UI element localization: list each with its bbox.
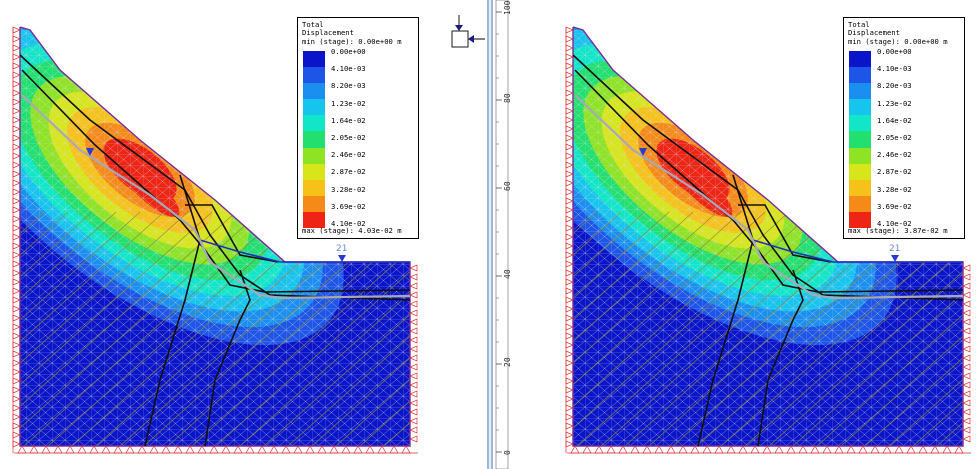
ruler-tick-label: 100 <box>503 0 512 15</box>
water-level-icon[interactable] <box>338 255 346 262</box>
water-table-line <box>199 239 410 263</box>
legend-swatch <box>303 195 325 212</box>
vertical-ruler: 100 80 60 40 20 0 <box>487 0 512 469</box>
legend-swatch <box>303 131 325 148</box>
legend-value-label: 1.23e-02 <box>331 98 366 108</box>
legend-value-label: 8.20e-03 <box>331 81 366 91</box>
legend-title: Total Displacement min (stage): 0.00e+00… <box>848 20 948 46</box>
piezometric-line <box>574 94 964 300</box>
legend-value-label: 2.05e-02 <box>877 133 912 142</box>
legend-swatch <box>303 67 325 84</box>
legend-value-label: 3.28e-02 <box>877 184 912 194</box>
legend-value-label: 0.00e+00 <box>877 47 912 56</box>
legend-swatch <box>303 51 325 68</box>
piezometric-line <box>21 94 411 300</box>
legend-value-label: 4.10e-02 <box>331 219 366 228</box>
joint-line <box>738 204 832 263</box>
legend-swatch <box>303 83 325 100</box>
ruler-tick-label: 40 <box>503 269 512 279</box>
joint-line <box>19 54 411 301</box>
legend-swatch <box>849 211 871 229</box>
legend-swatch <box>303 147 325 164</box>
legend-value-label: 3.28e-02 <box>331 184 366 194</box>
legend-swatch <box>303 163 325 180</box>
legend-value-label: 3.69e-02 <box>331 201 366 211</box>
legend-swatch <box>303 179 325 196</box>
legend-value-label: 8.20e-03 <box>877 81 912 91</box>
ruler-tick-label: 20 <box>503 357 512 367</box>
legend-swatch <box>849 163 871 180</box>
legend-value-label: 4.10e-03 <box>331 64 366 74</box>
joint-line <box>204 269 251 447</box>
load-arrow-icon[interactable] <box>451 15 485 48</box>
seepage-marker-icon <box>86 148 94 156</box>
legend-swatch <box>303 115 325 132</box>
legend-swatch <box>849 83 871 100</box>
legend-swatch <box>849 179 871 196</box>
legend-value-label: 1.64e-02 <box>331 115 366 125</box>
water-level-label: 21 <box>336 244 347 254</box>
ruler-scale <box>495 0 509 469</box>
legend-left: Total Displacement min (stage): 0.00e+00… <box>297 17 419 239</box>
slope-outline <box>572 26 964 447</box>
legend-right: Total Displacement min (stage): 0.00e+00… <box>843 17 965 239</box>
legend-value-label: 4.10e-03 <box>877 64 912 74</box>
water-table-line <box>752 239 963 263</box>
ruler-tick-label: 0 <box>503 450 512 455</box>
legend-value-label: 2.87e-02 <box>331 167 366 177</box>
legend-value-label: 2.87e-02 <box>877 167 912 177</box>
legend-swatch <box>849 147 871 164</box>
legend-value-label: 1.64e-02 <box>877 115 912 125</box>
legend-title: Total Displacement min (stage): 0.00e+00… <box>302 20 402 46</box>
legend-value-label: 1.23e-02 <box>877 98 912 108</box>
legend-color-bar <box>849 51 871 229</box>
slope-outline <box>19 26 411 447</box>
joint-line <box>697 174 754 447</box>
legend-swatch <box>849 195 871 212</box>
legend-swatch <box>849 67 871 84</box>
legend-value-label: 4.10e-02 <box>877 219 912 228</box>
legend-swatch <box>849 51 871 68</box>
legend-value-label: 3.69e-02 <box>877 201 912 211</box>
water-level-icon[interactable] <box>891 255 899 262</box>
legend-value-label: 2.46e-02 <box>877 150 912 160</box>
joint-line <box>572 54 964 301</box>
legend-value-label: 0.00e+00 <box>331 47 366 56</box>
legend-value-label: 2.05e-02 <box>331 133 366 142</box>
joint-line <box>757 269 804 447</box>
joint-line <box>144 174 201 447</box>
legend-swatch <box>849 131 871 148</box>
legend-swatch <box>303 99 325 116</box>
ruler-tick-label: 80 <box>503 93 512 103</box>
legend-swatch <box>303 211 325 229</box>
legend-swatch <box>849 115 871 132</box>
ruler-highlight <box>489 0 491 469</box>
legend-color-bar <box>303 51 325 229</box>
legend-max-label: max (stage): 3.87e-02 m <box>848 226 948 235</box>
legend-swatch <box>849 99 871 116</box>
legend-max-label: max (stage): 4.03e-02 m <box>302 226 402 235</box>
ruler-tick-label: 60 <box>503 181 512 191</box>
legend-value-label: 2.46e-02 <box>331 150 366 160</box>
joint-line <box>185 204 279 263</box>
seepage-marker-icon <box>639 148 647 156</box>
water-level-label: 21 <box>889 244 900 254</box>
